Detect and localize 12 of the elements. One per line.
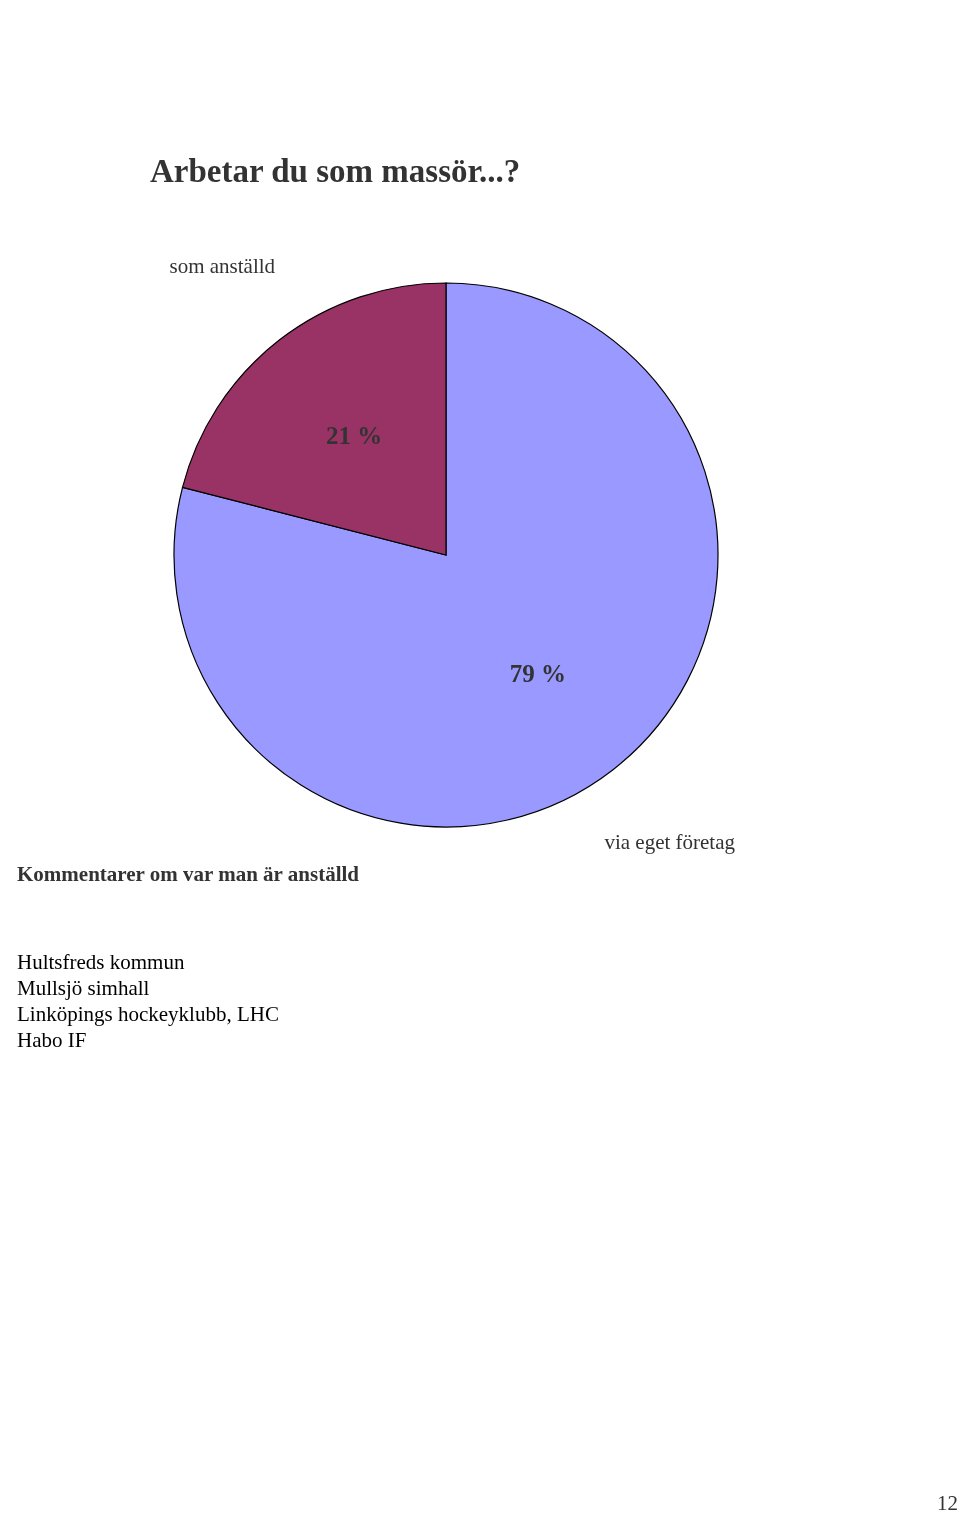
text: Habo IF bbox=[17, 1028, 87, 1052]
text: Hultsfreds kommun bbox=[17, 950, 185, 974]
text: 12 bbox=[937, 1491, 958, 1515]
slice-label: via eget företag bbox=[604, 830, 736, 855]
data-label: 21 % bbox=[325, 422, 383, 450]
data-label: 79 % bbox=[509, 659, 567, 687]
pie-slice bbox=[173, 282, 719, 828]
chart-title: Arbetar du som massör...? bbox=[150, 153, 521, 189]
text: Linköpings hockeyklubb, LHC bbox=[17, 1002, 279, 1026]
text: Kommentarer om var man är anställd bbox=[17, 862, 360, 886]
slice-label: som anställd bbox=[169, 253, 276, 278]
text: Mullsjö simhall bbox=[17, 976, 150, 1000]
